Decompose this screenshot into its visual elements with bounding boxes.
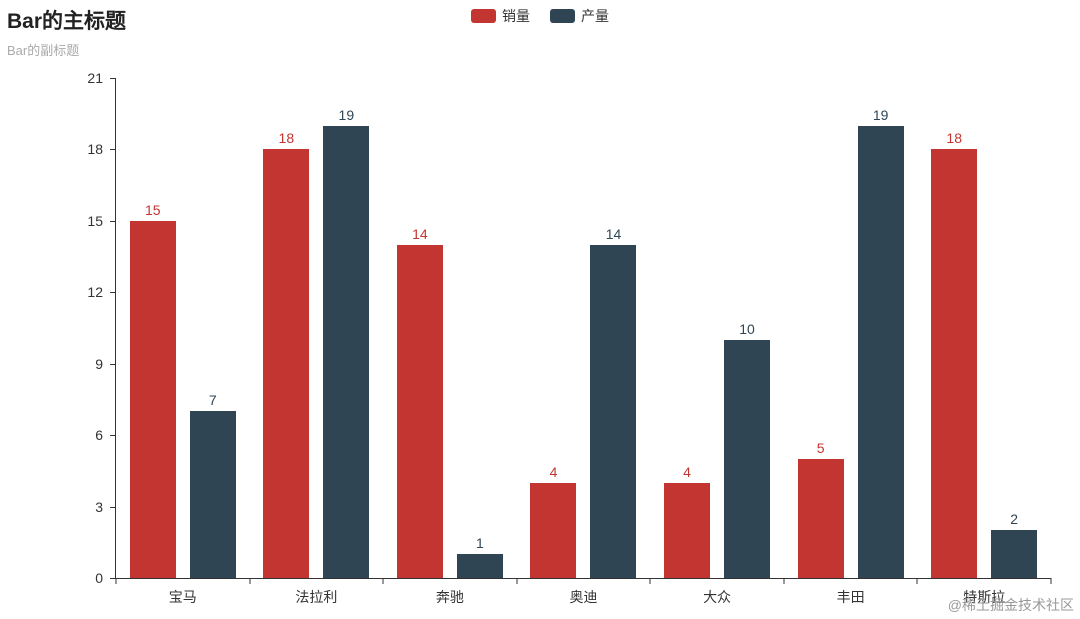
y-axis-tick-label: 12 xyxy=(87,284,103,301)
watermark: @稀土掘金技术社区 xyxy=(947,597,1074,613)
y-axis-tick-mark xyxy=(110,363,116,365)
y-axis-tick-mark xyxy=(110,292,116,294)
x-axis-label-丰田: 丰田 xyxy=(836,589,865,605)
bar-销量-法拉利[interactable]: 18 xyxy=(263,130,310,578)
chart-subtitle: Bar的副标题 xyxy=(7,43,80,58)
y-axis-tick-label: 15 xyxy=(87,212,103,229)
y-axis-tick-mark xyxy=(110,435,116,437)
bar-销量-奔驰[interactable]: 14 xyxy=(396,226,443,578)
bar-group-奔驰: 14 1 xyxy=(383,78,517,578)
legend-label: 销量 xyxy=(502,8,530,24)
y-axis-tick-label: 0 xyxy=(95,570,103,586)
bar-group-宝马: 15 7 xyxy=(116,78,250,578)
bar-产量-大众[interactable]: 10 xyxy=(724,321,771,578)
bar-value-label: 7 xyxy=(208,392,217,409)
x-axis-tick-mark xyxy=(516,578,518,584)
plot-area: 0 3 6 9 12 15 18 21 15 7 宝马 18 19 法拉利 14 1 奔驰 4 14 奥迪 4 10 大众 5… xyxy=(87,70,1052,605)
bar-value-label: 15 xyxy=(144,201,161,218)
legend-swatch-icon xyxy=(471,9,496,23)
bar-group-丰田: 5 19 xyxy=(784,78,918,578)
bar-group-特斯拉: 18 2 xyxy=(917,78,1051,578)
y-axis-tick-mark xyxy=(110,149,116,151)
bar-value-label: 4 xyxy=(683,463,691,480)
x-axis-label-大众: 大众 xyxy=(703,589,732,605)
bar-销量-宝马[interactable]: 15 xyxy=(129,202,176,578)
x-axis-tick-mark xyxy=(115,578,117,584)
x-axis-label-奔驰: 奔驰 xyxy=(435,589,464,605)
bar-value-label: 4 xyxy=(549,463,558,480)
y-axis-tick-mark xyxy=(110,506,116,508)
legend: 销量 产量 xyxy=(471,6,609,26)
y-axis-tick-label: 9 xyxy=(95,355,103,372)
y-axis-tick-label: 6 xyxy=(95,427,103,444)
bar-产量-奔驰[interactable]: 1 xyxy=(456,535,503,578)
x-axis-tick-mark xyxy=(382,578,384,584)
bar-group-奥迪: 4 14 xyxy=(517,78,651,578)
bar-value-label: 19 xyxy=(338,106,355,123)
x-axis-tick-mark xyxy=(783,578,785,584)
bar-产量-奥迪[interactable]: 14 xyxy=(590,226,637,578)
x-axis-label-奥迪: 奥迪 xyxy=(569,589,598,605)
bar-group-法拉利: 18 19 xyxy=(250,78,384,578)
bar-value-label: 1 xyxy=(476,535,484,552)
bar-产量-宝马[interactable]: 7 xyxy=(189,392,236,578)
bar-产量-法拉利[interactable]: 19 xyxy=(323,107,370,578)
legend-item-销量[interactable]: 销量 xyxy=(471,6,530,26)
y-axis-tick-label: 21 xyxy=(87,70,103,86)
bar-value-label: 18 xyxy=(946,130,962,147)
x-axis-tick-mark xyxy=(649,578,651,584)
legend-label: 产量 xyxy=(581,8,609,24)
y-axis-tick-mark xyxy=(110,220,116,222)
bar-value-label: 2 xyxy=(1010,511,1019,528)
x-axis-tick-mark xyxy=(916,578,918,584)
bar-value-label: 14 xyxy=(605,225,622,242)
bar-产量-特斯拉[interactable]: 2 xyxy=(991,511,1038,578)
x-axis-tick-mark xyxy=(1050,578,1052,584)
chart-title: Bar的主标题 xyxy=(7,10,127,33)
bar-销量-奥迪[interactable]: 4 xyxy=(530,464,577,578)
bar-value-label: 14 xyxy=(412,225,428,242)
bar-value-label: 19 xyxy=(872,106,889,123)
x-axis-label-法拉利: 法拉利 xyxy=(295,589,338,605)
bar-value-label: 10 xyxy=(739,320,755,337)
legend-item-产量[interactable]: 产量 xyxy=(550,6,609,26)
bar-group-大众: 4 10 xyxy=(650,78,784,578)
bar-value-label: 5 xyxy=(816,439,825,456)
x-axis-tick-mark xyxy=(249,578,251,584)
y-axis-tick-mark xyxy=(110,78,116,79)
bar-产量-丰田[interactable]: 19 xyxy=(857,107,904,578)
bar-销量-特斯拉[interactable]: 18 xyxy=(931,130,978,578)
x-axis-label-特斯拉: 特斯拉 xyxy=(963,589,1006,605)
bar-value-label: 18 xyxy=(278,130,295,147)
y-axis-tick-mark xyxy=(110,578,116,579)
legend-swatch-icon xyxy=(550,9,575,23)
y-axis-tick-label: 3 xyxy=(95,498,103,515)
bar-销量-丰田[interactable]: 5 xyxy=(797,440,844,578)
x-axis-label-宝马: 宝马 xyxy=(168,589,197,605)
y-axis-tick-label: 18 xyxy=(87,141,103,158)
bar-销量-大众[interactable]: 4 xyxy=(664,464,711,578)
